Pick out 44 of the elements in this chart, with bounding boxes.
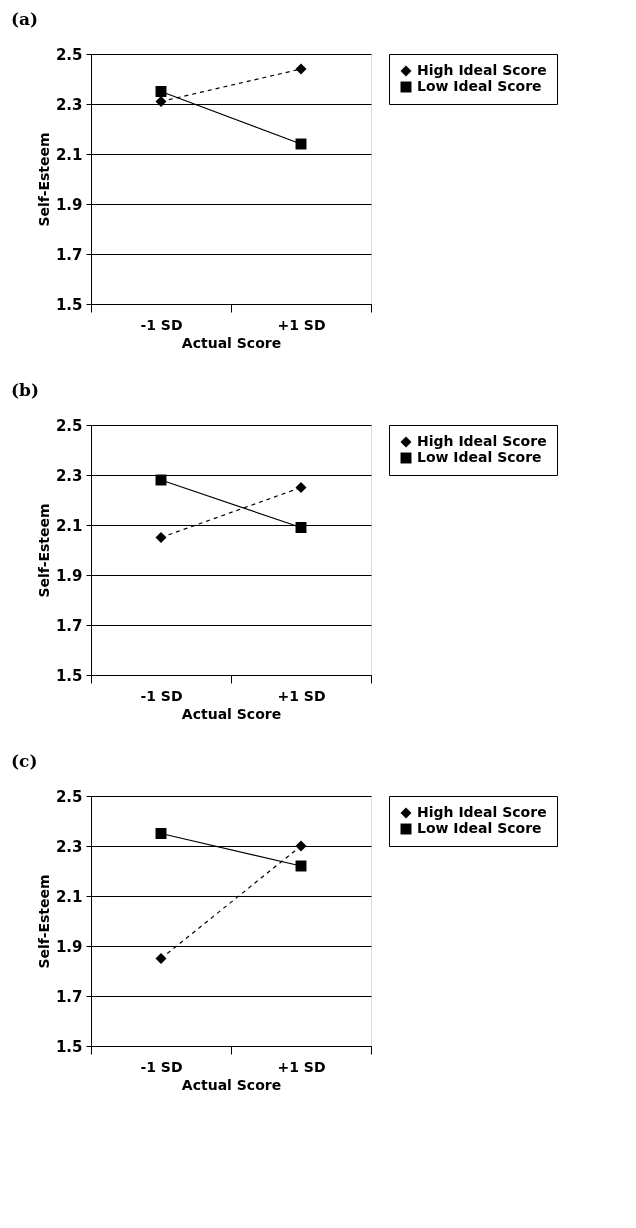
y-tick-label: 1.7 [55,987,83,1006]
y-axis-title: Self-Esteem [35,503,52,598]
legend-label: High Ideal Score [417,433,547,449]
point [295,840,307,852]
y-tick-label: 1.5 [55,1037,83,1056]
y-tick-label: 2.3 [55,837,83,856]
y-tick-label: 2.1 [55,516,83,535]
legend-label: High Ideal Score [417,62,547,78]
y-tick-label: 1.5 [55,666,83,685]
y-tick-label: 1.5 [55,295,83,314]
x-tick-label: -1 SD [140,316,183,333]
y-tick-label: 2.5 [55,45,83,64]
y-tick-label: 2.1 [55,887,83,906]
y-tick-label: 2.5 [55,787,83,806]
y-tick-label: 2.3 [55,95,83,114]
y-tick-label: 2.3 [55,466,83,485]
x-tick-label: +1 SD [277,1058,326,1075]
x-tick-label: +1 SD [277,687,326,704]
y-axis-title: Self-Esteem [35,132,52,227]
point [295,522,307,533]
legend-label: Low Ideal Score [417,449,542,465]
chart-title: (c) [11,751,38,771]
y-tick-label: 2.5 [55,416,83,435]
y-tick-label: 2.1 [55,145,83,164]
legend-label: High Ideal Score [417,804,547,820]
legend-label: Low Ideal Score [417,78,542,94]
y-axis-title: Self-Esteem [35,874,52,969]
y-tick-label: 1.9 [55,195,83,214]
y-tick-label: 1.9 [55,566,83,585]
x-axis-title: Actual Score [181,1076,282,1093]
x-axis-title: Actual Score [181,334,282,351]
y-tick-label: 1.7 [55,616,83,635]
point [155,828,167,839]
x-tick-label: -1 SD [140,1058,183,1075]
x-axis-title: Actual Score [181,705,282,722]
y-tick-label: 1.7 [55,245,83,264]
legend-label: Low Ideal Score [417,820,542,836]
x-tick-label: -1 SD [140,687,183,704]
x-tick-label: +1 SD [277,316,326,333]
chart-title: (a) [11,9,39,29]
point [155,86,167,97]
y-tick-label: 1.9 [55,937,83,956]
chart-title: (b) [11,380,39,400]
point [295,63,307,75]
